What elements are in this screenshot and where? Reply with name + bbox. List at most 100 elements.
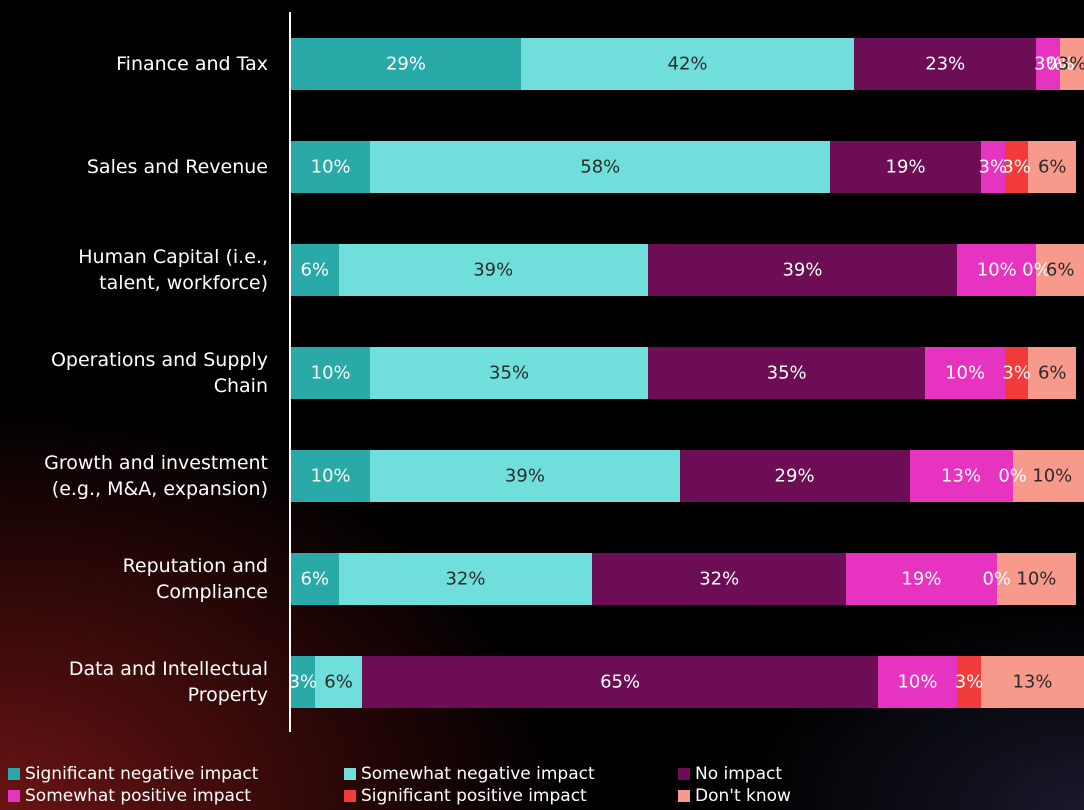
data-label: 32% — [445, 568, 486, 590]
bar-segment — [996, 553, 1077, 605]
data-label: 10% — [897, 671, 938, 693]
data-label: 39% — [473, 259, 514, 281]
data-label: 0% — [1022, 259, 1051, 281]
axis-line — [289, 12, 291, 732]
data-label: 6% — [300, 259, 330, 281]
data-label: 3% — [978, 156, 1008, 178]
bar-segment — [291, 141, 371, 193]
data-label: 3% — [1034, 53, 1063, 75]
bar-segment — [291, 656, 315, 708]
bar-segment — [957, 244, 1037, 296]
data-label: 3% — [1002, 156, 1031, 178]
bar-segment — [592, 553, 847, 605]
data-label: 6% — [1037, 362, 1067, 384]
category-label: Data and Intellectual Property — [68, 658, 268, 706]
bar-segment — [1012, 450, 1084, 502]
bar-segment — [291, 244, 339, 296]
bar-segment — [370, 450, 680, 502]
legend-swatch — [678, 768, 690, 780]
legend-swatch — [344, 790, 356, 802]
legend-item: Somewhat positive impact — [8, 786, 251, 806]
data-label: 10% — [310, 362, 351, 384]
data-label: 23% — [925, 53, 966, 75]
bar-segment — [980, 141, 1005, 193]
bar-segment — [338, 244, 648, 296]
legend-label: Don't know — [695, 786, 791, 806]
bar-segment — [1036, 244, 1084, 296]
bar-segment — [647, 347, 926, 399]
category-label: Growth and investment (e.g., M&A, expans… — [44, 452, 268, 500]
legend-label: Somewhat positive impact — [25, 786, 251, 806]
bar-segment — [846, 553, 997, 605]
data-label: 10% — [1032, 465, 1073, 487]
bar-segment — [338, 553, 593, 605]
data-label: 3% — [954, 671, 984, 693]
bar-segment — [520, 38, 855, 90]
category-label: Finance and Tax — [116, 53, 268, 75]
legend-label: Somewhat negative impact — [361, 764, 595, 784]
category-label: Sales and Revenue — [86, 156, 268, 178]
data-label: 58% — [580, 156, 621, 178]
legend-item: Significant positive impact — [344, 786, 587, 806]
legend-swatch — [8, 790, 20, 802]
legend-swatch — [678, 790, 690, 802]
bar-segment — [909, 450, 1013, 502]
data-label: 3% — [288, 671, 318, 693]
legend-item: Somewhat negative impact — [344, 764, 595, 784]
bar-segment — [314, 656, 363, 708]
bar-segment — [370, 347, 648, 399]
bar-segment — [1004, 347, 1029, 399]
data-label: 29% — [774, 465, 815, 487]
data-label: 13% — [1012, 671, 1053, 693]
data-label: 65% — [600, 671, 641, 693]
data-label: 35% — [489, 362, 530, 384]
bar-segment — [877, 656, 958, 708]
data-label: 32% — [699, 568, 740, 590]
data-label: 10% — [1016, 568, 1057, 590]
legend-item: Don't know — [678, 786, 791, 806]
bar-segment — [291, 450, 371, 502]
bar-segment — [980, 656, 1084, 708]
bar-segment — [925, 347, 1005, 399]
category-label: Operations and Supply Chain — [50, 349, 268, 397]
bar-segment — [291, 38, 521, 90]
bar-segment — [1028, 141, 1077, 193]
data-label: 10% — [310, 156, 351, 178]
data-label: 39% — [504, 465, 545, 487]
legend-swatch — [344, 768, 356, 780]
legend-label: Significant negative impact — [25, 764, 259, 784]
data-label: 6% — [1045, 259, 1075, 281]
data-label: 0% — [998, 465, 1027, 487]
data-label: 6% — [1037, 156, 1067, 178]
bar-segment — [370, 141, 831, 193]
data-label: 19% — [901, 568, 942, 590]
category-label: Human Capital (i.e., talent, workforce) — [78, 246, 268, 294]
bar-segment — [957, 656, 981, 708]
bar-segment — [1028, 347, 1077, 399]
legend-item: Significant negative impact — [8, 764, 258, 784]
bar-segment — [1060, 38, 1084, 90]
data-label: 35% — [766, 362, 807, 384]
data-label: 10% — [310, 465, 351, 487]
data-label: 3% — [1057, 53, 1084, 75]
data-label: 39% — [782, 259, 823, 281]
bar-segment — [1004, 141, 1029, 193]
data-label: 6% — [300, 568, 330, 590]
bar-segment — [1036, 38, 1061, 90]
data-label: 19% — [885, 156, 926, 178]
bar-segment — [854, 38, 1037, 90]
data-label: 10% — [976, 259, 1017, 281]
bar-segment — [291, 553, 339, 605]
category-label: Reputation and Compliance — [122, 555, 268, 603]
legend-label: Significant positive impact — [361, 786, 587, 806]
legend-swatch — [8, 768, 20, 780]
data-label: 6% — [324, 671, 353, 693]
bar-segment — [647, 244, 958, 296]
data-label: 13% — [941, 465, 982, 487]
data-label: 0% — [982, 568, 1012, 590]
data-label: 3% — [1002, 362, 1031, 384]
bar-segment — [291, 347, 371, 399]
data-label: 10% — [945, 362, 986, 384]
data-label: 0% — [1045, 53, 1075, 75]
